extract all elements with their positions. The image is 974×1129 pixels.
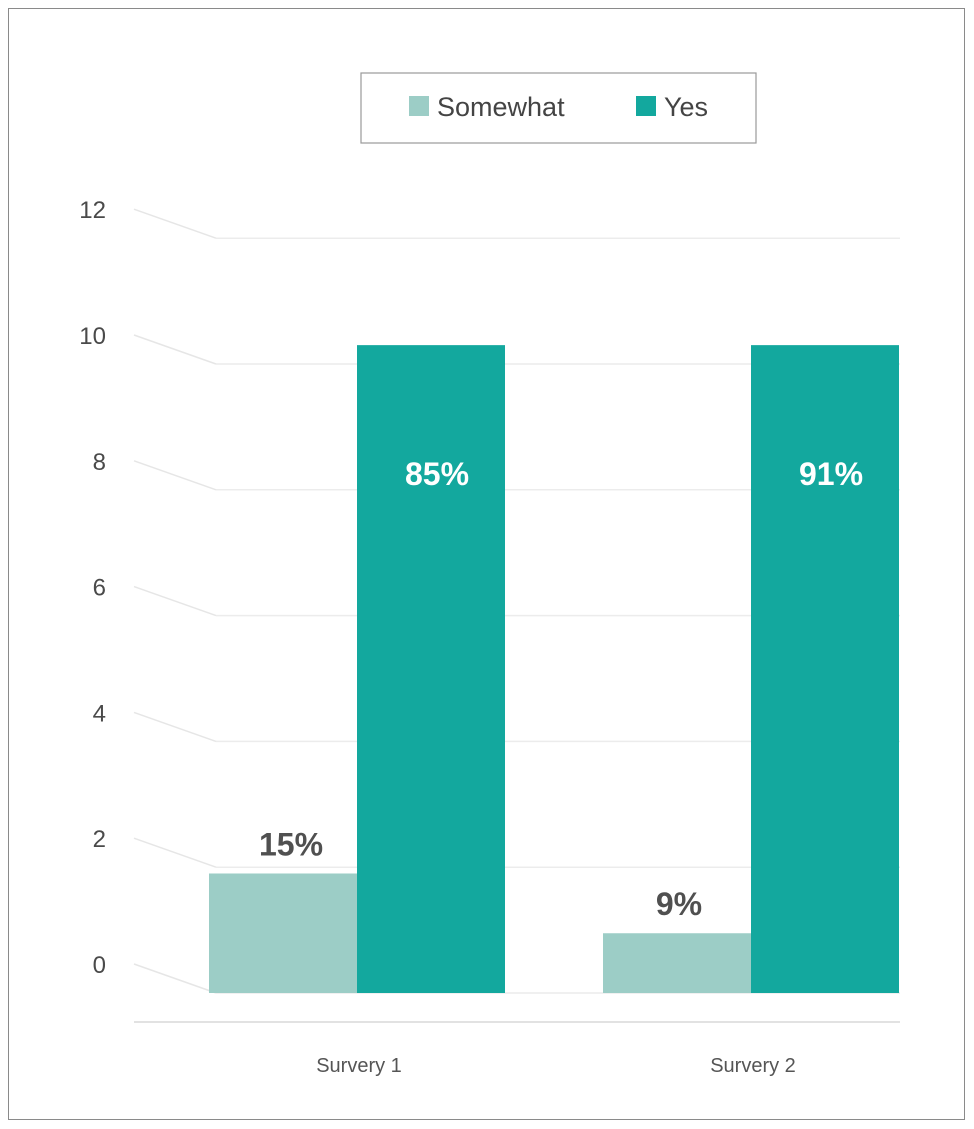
bar-somewhat-2	[603, 933, 751, 993]
y-tick-label: 10	[79, 323, 106, 350]
bar-yes-1	[357, 345, 505, 993]
bar-somewhat-1	[209, 873, 357, 993]
legend-label: Yes	[664, 92, 708, 122]
x-tick-label: Survery 1	[316, 1055, 402, 1077]
data-label: 15%	[259, 826, 323, 862]
data-label: 91%	[799, 456, 863, 492]
data-label: 9%	[656, 886, 702, 922]
y-tick-label: 2	[93, 826, 106, 853]
data-label: 85%	[405, 456, 469, 492]
gridline-depth	[133, 585, 217, 617]
x-axis: Survery 1 Survery 2	[316, 1055, 796, 1077]
gridline-depth	[133, 208, 217, 239]
gridline-depth	[133, 837, 217, 868]
gridline-depth	[133, 711, 217, 743]
y-tick-label: 0	[93, 952, 106, 979]
y-axis: 0 2 4 6 8 10 12	[79, 197, 106, 979]
legend: Somewhat Yes	[360, 72, 757, 144]
y-tick-label: 8	[93, 449, 106, 476]
gridline-depth	[133, 963, 217, 994]
data-labels: 15% 85% 9% 91%	[259, 456, 863, 922]
legend-label: Somewhat	[437, 92, 565, 122]
y-tick-label: 4	[93, 700, 106, 727]
legend-swatch	[409, 96, 429, 116]
legend-swatch	[636, 96, 656, 116]
y-tick-label: 12	[79, 197, 106, 224]
y-tick-label: 6	[93, 575, 106, 602]
gridline-depth	[133, 460, 217, 491]
bar-yes-2	[751, 345, 899, 993]
x-tick-label: Survery 2	[710, 1055, 796, 1077]
gridline-depth	[133, 334, 217, 365]
bars	[209, 345, 899, 993]
